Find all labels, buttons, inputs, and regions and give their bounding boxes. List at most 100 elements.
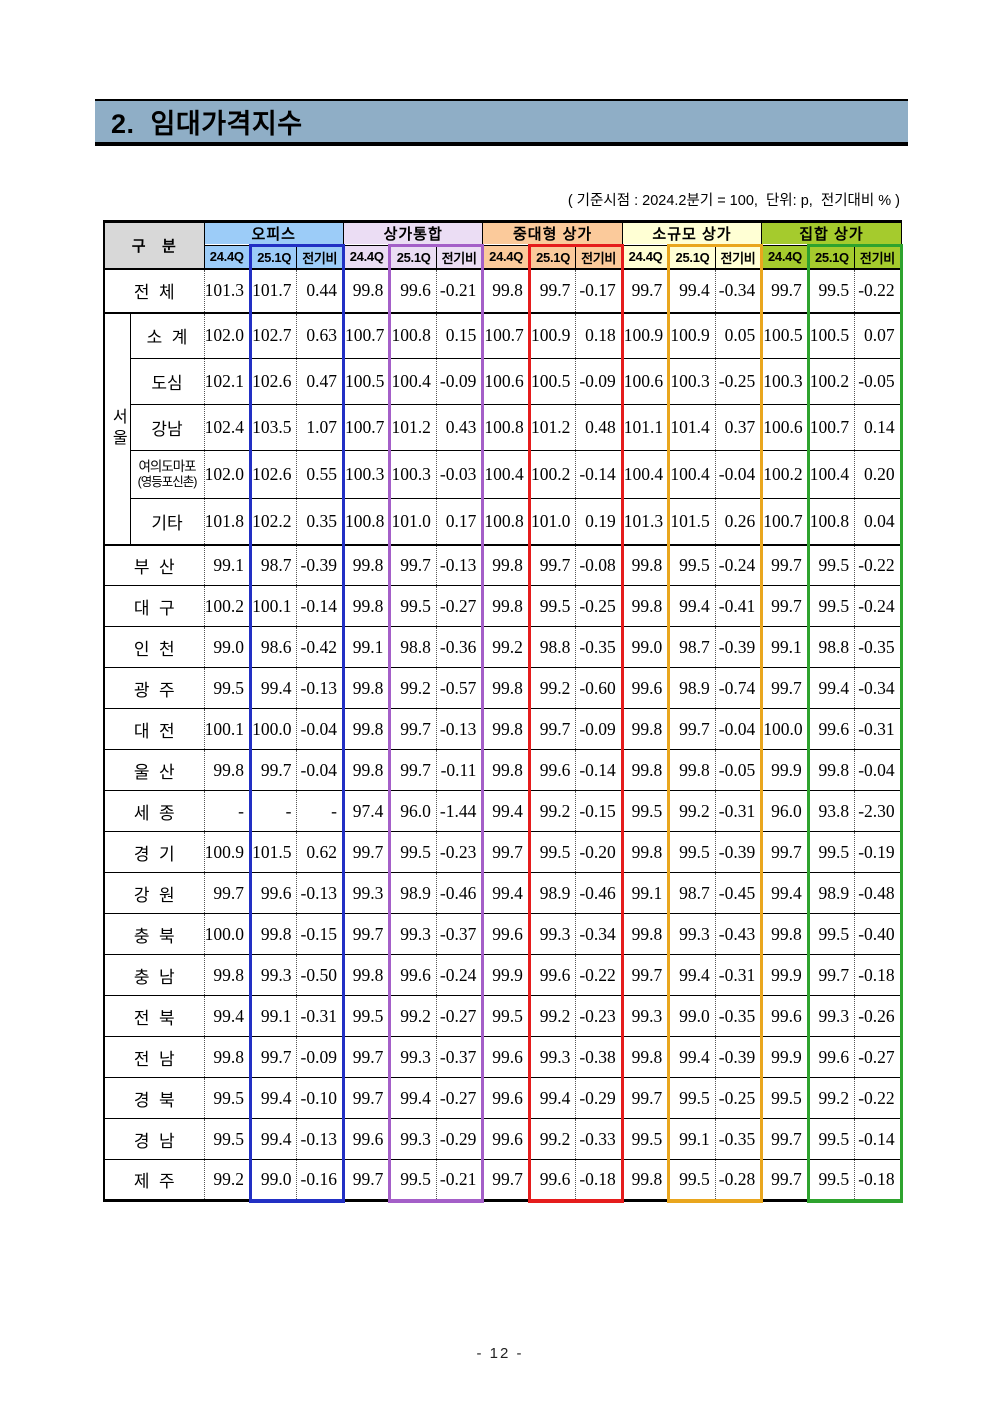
- value-cell: 99.7: [342, 913, 390, 955]
- value-cell: 99.4: [482, 872, 530, 914]
- value-cell: 99.7: [203, 872, 251, 914]
- value-cell: 100.4: [621, 450, 669, 499]
- value-cell: 99.8: [482, 585, 530, 627]
- value-cell: 0.14: [854, 404, 903, 451]
- value-cell: 99.5: [806, 268, 855, 314]
- value-cell: 101.2: [527, 404, 576, 451]
- value-cell: 99.7: [342, 1036, 390, 1078]
- value-cell: -0.29: [575, 1077, 624, 1119]
- value-cell: 99.8: [203, 954, 251, 996]
- value-cell: 99.7: [527, 544, 576, 586]
- value-cell: 98.7: [248, 544, 297, 586]
- value-cell: 98.9: [667, 667, 716, 709]
- value-cell: -0.35: [714, 1118, 764, 1160]
- value-cell: 99.5: [806, 1159, 855, 1203]
- value-cell: 99.7: [527, 268, 576, 314]
- value-cell: 99.1: [203, 544, 251, 586]
- value-cell: 99.7: [527, 708, 576, 750]
- table-row: 충 북 100.0 99.8 -0.15 99.7 99.3 -0.37 99.6 99.3 -0…: [104, 913, 903, 955]
- value-cell: 102.2: [248, 498, 297, 546]
- value-cell: 99.8: [621, 585, 669, 627]
- value-cell: 101.0: [388, 498, 437, 546]
- value-cell: -0.27: [435, 585, 485, 627]
- value-cell: 99.5: [806, 544, 855, 586]
- table-row: 경 북 99.5 99.4 -0.10 99.7 99.4 -0.27 99.6 99.4 -0.…: [104, 1077, 903, 1119]
- value-cell: 99.5: [667, 831, 716, 873]
- value-cell: -0.25: [714, 358, 764, 405]
- region-label: 전 북: [104, 995, 205, 1037]
- value-cell: -0.25: [575, 585, 624, 627]
- value-cell: 99.6: [482, 1036, 530, 1078]
- value-cell: 101.5: [667, 498, 716, 546]
- value-cell: 100.8: [482, 498, 530, 546]
- value-cell: -0.50: [296, 954, 345, 996]
- sub-header: 24.4Q: [203, 245, 251, 270]
- value-cell: -0.21: [435, 268, 485, 314]
- value-cell: -0.13: [435, 708, 485, 750]
- value-cell: 99.7: [761, 585, 809, 627]
- value-cell: 101.3: [621, 498, 669, 546]
- value-cell: 0.55: [296, 450, 345, 499]
- region-label: 도심: [130, 358, 205, 405]
- value-cell: 100.7: [761, 498, 809, 546]
- value-cell: -0.10: [296, 1077, 345, 1119]
- group-header: 집합 상가: [761, 221, 902, 246]
- value-cell: -0.21: [435, 1159, 485, 1203]
- value-cell: -0.15: [296, 913, 345, 955]
- sub-header: 25.1Q: [248, 244, 298, 270]
- value-cell: 99.4: [248, 667, 297, 709]
- value-cell: 99.1: [248, 995, 297, 1037]
- value-cell: 99.4: [203, 995, 251, 1037]
- value-cell: 99.6: [388, 954, 437, 996]
- value-cell: 0.05: [714, 312, 764, 359]
- value-cell: 0.63: [296, 312, 345, 359]
- region-label: 제 주: [104, 1159, 205, 1201]
- value-cell: -0.22: [854, 544, 903, 586]
- value-cell: -0.18: [854, 954, 903, 996]
- value-cell: 99.2: [527, 1118, 576, 1160]
- region-label: 충 남: [104, 954, 205, 996]
- value-cell: -0.15: [575, 790, 624, 832]
- region-label: 강 원: [104, 872, 205, 914]
- group-header: 오피스: [203, 221, 344, 246]
- value-cell: 99.5: [667, 1159, 716, 1203]
- value-cell: -0.04: [714, 450, 764, 499]
- value-cell: 100.9: [667, 312, 716, 359]
- value-cell: 99.7: [621, 268, 669, 314]
- table-row: 강 원 99.7 99.6 -0.13 99.3 98.9 -0.46 99.4 98.9 -0.…: [104, 872, 903, 914]
- value-cell: 98.6: [248, 626, 297, 668]
- value-cell: 98.9: [388, 872, 437, 914]
- sub-header: 25.1Q: [388, 244, 437, 270]
- table-row: 울 산 99.8 99.7 -0.04 99.8 99.7 -0.11 99.8 99.6 -0.…: [104, 749, 903, 791]
- value-cell: 99.4: [388, 1077, 437, 1119]
- value-cell: 99.4: [667, 268, 716, 314]
- value-cell: 99.3: [388, 1118, 437, 1160]
- region-label: 충 북: [104, 913, 205, 955]
- value-cell: 102.1: [203, 358, 251, 405]
- value-cell: -0.29: [435, 1118, 485, 1160]
- table-row: 부 산 99.1 98.7 -0.39 99.8 99.7 -0.13 99.8 99.7 -0.…: [104, 544, 903, 586]
- value-cell: 99.2: [527, 790, 576, 832]
- value-cell: 101.3: [203, 268, 251, 314]
- value-cell: 100.2: [203, 585, 251, 627]
- value-cell: 99.3: [621, 995, 669, 1037]
- value-cell: 98.7: [667, 872, 716, 914]
- value-cell: 99.8: [482, 749, 530, 791]
- value-cell: -0.22: [854, 1077, 903, 1119]
- value-cell: 99.4: [806, 667, 855, 709]
- value-cell: 99.6: [482, 913, 530, 955]
- value-cell: 99.5: [761, 1077, 809, 1119]
- table-row: 도심 102.1 102.6 0.47 100.5 100.4 -0.09 100.6 100.…: [104, 358, 903, 405]
- value-cell: 99.9: [761, 749, 809, 791]
- value-cell: 99.6: [248, 872, 297, 914]
- table-row: 광 주 99.5 99.4 -0.13 99.8 99.2 -0.57 99.8 99.2 -0.…: [104, 667, 903, 709]
- value-cell: -0.13: [296, 872, 345, 914]
- value-cell: 99.8: [621, 913, 669, 955]
- value-cell: -0.23: [435, 831, 485, 873]
- value-cell: -0.09: [296, 1036, 345, 1078]
- value-cell: 100.7: [342, 404, 390, 451]
- value-cell: -0.46: [575, 872, 624, 914]
- value-cell: -0.34: [854, 667, 903, 709]
- table-row: 제 주 99.2 99.0 -0.16 99.7 99.5 -0.21 99.7 99.6 -0.…: [104, 1159, 903, 1203]
- sub-header: 24.4Q: [621, 245, 670, 270]
